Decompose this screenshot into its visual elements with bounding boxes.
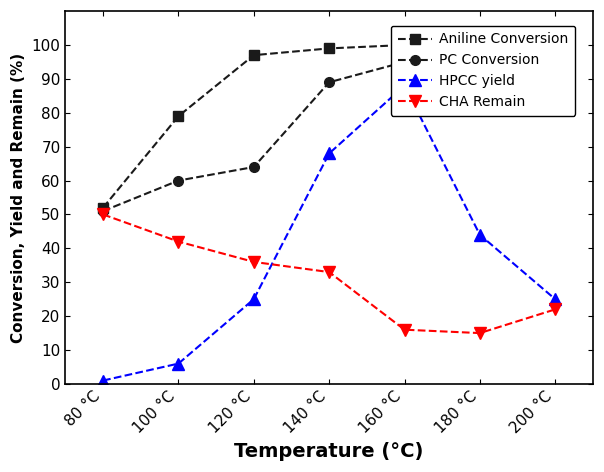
- Line: Aniline Conversion: Aniline Conversion: [98, 40, 560, 212]
- HPCC yield: [476, 232, 483, 237]
- X-axis label: Temperature (°C): Temperature (°C): [234, 442, 424, 461]
- PC Conversion: [551, 49, 559, 55]
- PC Conversion: [401, 59, 408, 65]
- Line: HPCC yield: HPCC yield: [97, 80, 561, 386]
- Aniline Conversion: [476, 42, 483, 48]
- CHA Remain: [551, 306, 559, 312]
- Aniline Conversion: [250, 52, 257, 58]
- Aniline Conversion: [175, 113, 182, 119]
- Aniline Conversion: [326, 46, 333, 51]
- Aniline Conversion: [551, 46, 559, 51]
- Legend: Aniline Conversion, PC Conversion, HPCC yield, CHA Remain: Aniline Conversion, PC Conversion, HPCC …: [391, 25, 576, 116]
- CHA Remain: [326, 269, 333, 275]
- Line: CHA Remain: CHA Remain: [97, 209, 561, 338]
- HPCC yield: [326, 151, 333, 156]
- Aniline Conversion: [401, 42, 408, 48]
- CHA Remain: [401, 327, 408, 333]
- HPCC yield: [100, 378, 107, 383]
- Aniline Conversion: [100, 205, 107, 211]
- CHA Remain: [100, 211, 107, 217]
- HPCC yield: [250, 296, 257, 302]
- CHA Remain: [250, 259, 257, 265]
- HPCC yield: [401, 83, 408, 89]
- PC Conversion: [326, 79, 333, 85]
- PC Conversion: [100, 208, 107, 214]
- CHA Remain: [175, 239, 182, 244]
- CHA Remain: [476, 330, 483, 336]
- HPCC yield: [551, 296, 559, 302]
- PC Conversion: [175, 178, 182, 184]
- Line: PC Conversion: PC Conversion: [98, 47, 560, 216]
- PC Conversion: [476, 69, 483, 75]
- Y-axis label: Conversion, Yield and Remain (%): Conversion, Yield and Remain (%): [11, 52, 26, 343]
- HPCC yield: [175, 361, 182, 366]
- PC Conversion: [250, 164, 257, 170]
